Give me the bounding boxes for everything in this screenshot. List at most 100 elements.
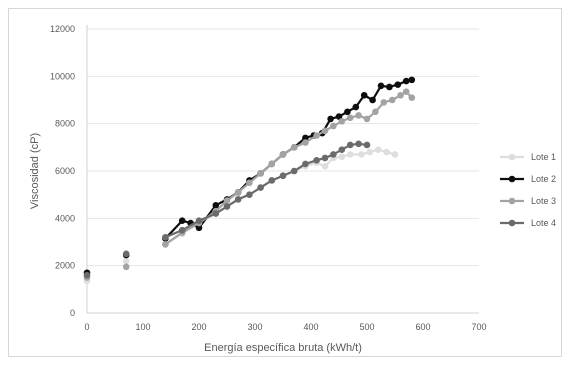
series-lote-2 <box>83 76 416 277</box>
data-point <box>313 132 320 139</box>
plot-area <box>83 76 416 285</box>
data-point <box>257 170 264 177</box>
series-lote-1 <box>83 146 399 285</box>
data-point <box>402 88 410 96</box>
data-point <box>380 99 388 106</box>
series-line <box>164 78 413 240</box>
data-point <box>178 226 186 234</box>
data-point <box>355 112 362 119</box>
data-point <box>246 191 253 198</box>
data-point <box>358 151 365 158</box>
y-axis-title: Viscosidad (cP) <box>29 133 41 209</box>
data-point <box>346 151 354 158</box>
data-point <box>268 160 276 168</box>
legend-swatch-marker <box>508 175 516 183</box>
data-point <box>408 94 416 101</box>
data-point <box>360 91 368 99</box>
series-lote-4 <box>83 140 371 279</box>
legend-swatch-marker <box>508 219 516 227</box>
series-lote-3 <box>83 88 416 281</box>
data-point <box>321 127 329 135</box>
data-point <box>330 122 337 130</box>
data-point <box>374 146 382 153</box>
x-tick-label: 0 <box>84 322 89 332</box>
x-axis-title: Energía específica bruta (kWh/t) <box>204 342 362 354</box>
data-point <box>234 196 242 203</box>
y-tick-label: 0 <box>70 308 75 318</box>
data-point <box>346 114 354 122</box>
data-point <box>366 148 374 156</box>
data-point <box>338 118 346 125</box>
data-point <box>290 144 298 151</box>
data-point <box>355 140 362 148</box>
data-point <box>397 91 404 99</box>
data-point <box>162 241 169 248</box>
x-tick-labels: 0 100 200 300 400 500 600 700 <box>84 322 486 332</box>
data-point <box>234 189 242 196</box>
y-tick-labels: 0 2000 4000 6000 8000 10000 12000 <box>50 24 75 318</box>
data-point <box>386 83 393 91</box>
data-point <box>408 76 416 84</box>
data-point <box>327 115 334 123</box>
data-point <box>302 134 309 142</box>
data-point <box>122 250 130 258</box>
data-point <box>391 151 399 158</box>
data-point <box>290 167 298 175</box>
axes <box>86 25 479 314</box>
data-point <box>279 172 287 180</box>
y-tick-label: 4000 <box>55 213 75 223</box>
data-point <box>363 141 371 149</box>
data-point <box>338 153 346 161</box>
x-tick-label: 100 <box>135 322 150 332</box>
legend: Lote 1 Lote 2 Lote 3 Lote 4 <box>500 152 556 228</box>
data-point <box>372 108 379 116</box>
data-point <box>330 151 337 158</box>
data-point <box>279 151 287 158</box>
legend-item: Lote 2 <box>500 174 556 184</box>
y-tick-label: 10000 <box>50 71 75 81</box>
legend-item: Lote 1 <box>500 152 556 162</box>
x-tick-label: 300 <box>247 322 262 332</box>
x-tick-label: 700 <box>471 322 486 332</box>
data-point <box>321 162 329 170</box>
legend-label: Lote 3 <box>531 196 556 206</box>
data-point <box>394 81 402 88</box>
data-point <box>223 203 231 210</box>
data-point <box>257 184 264 191</box>
legend-item: Lote 4 <box>500 218 556 228</box>
data-point <box>377 82 385 90</box>
data-point <box>195 224 203 232</box>
x-tick-label: 200 <box>191 322 206 332</box>
data-point <box>321 154 329 162</box>
data-point <box>346 141 354 149</box>
data-point <box>212 202 220 209</box>
data-point <box>268 177 276 184</box>
gridlines <box>87 28 479 267</box>
data-point <box>388 96 396 104</box>
legend-swatch-marker <box>508 197 516 205</box>
y-tick-label: 8000 <box>55 119 75 129</box>
data-point <box>313 157 320 164</box>
data-point <box>162 233 169 241</box>
data-point <box>383 148 390 156</box>
legend-item: Lote 3 <box>500 196 556 206</box>
data-point <box>122 263 130 271</box>
x-tick-label: 400 <box>303 322 318 332</box>
x-tick-label: 500 <box>359 322 374 332</box>
chart-frame <box>8 8 562 357</box>
x-tick-label: 600 <box>415 322 430 332</box>
data-point <box>302 160 309 168</box>
y-tick-label: 12000 <box>50 24 75 34</box>
data-point <box>83 271 91 279</box>
data-point <box>402 77 410 85</box>
legend-label: Lote 1 <box>531 152 556 162</box>
legend-swatch-marker <box>508 153 516 161</box>
data-point <box>195 217 203 224</box>
legend-label: Lote 2 <box>531 174 556 184</box>
data-point <box>302 139 309 146</box>
y-tick-label: 2000 <box>55 261 75 271</box>
data-point <box>363 115 371 123</box>
data-point <box>246 179 253 187</box>
data-point <box>223 197 231 204</box>
